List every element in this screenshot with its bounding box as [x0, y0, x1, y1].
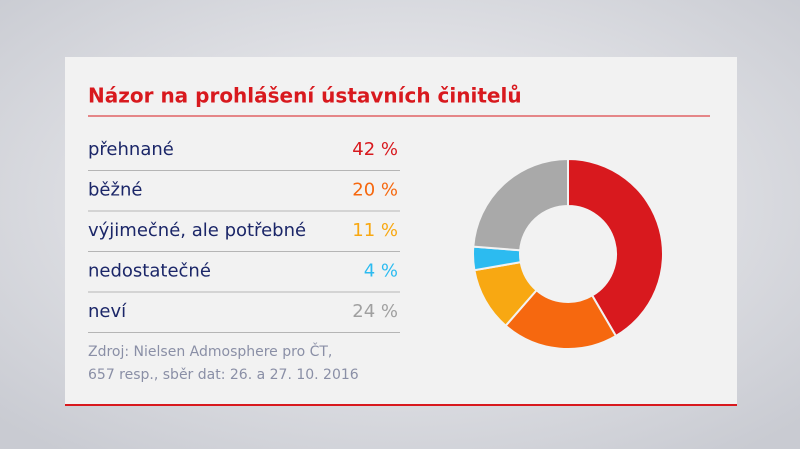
value-label: 20 %: [352, 180, 398, 201]
source: Zdroj: Nielsen Admosphere pro ČT, 657 res…: [88, 342, 359, 383]
category-label: běžné: [88, 180, 142, 201]
value-label: 4 %: [364, 261, 398, 282]
category-label: přehnané: [88, 139, 174, 160]
value-label: 24 %: [352, 301, 398, 322]
value-label: 42 %: [352, 139, 398, 160]
source-line: 657 resp., sběr dat: 26. a 27. 10. 2016: [88, 367, 359, 383]
category-label: nedostatečné: [88, 261, 211, 282]
chart-title: Názor na prohlášení ústavních činitelů: [88, 84, 522, 108]
donut-segment: [472, 157, 569, 252]
donut-segment: [567, 157, 664, 338]
legend-table: přehnané 42 % běžné 20 % výjimečné, ale potř…: [88, 139, 400, 333]
source-line: Zdroj: Nielsen Admosphere pro ČT,: [88, 342, 332, 360]
donut: [472, 157, 664, 350]
category-label: výjimečné, ale potřebné: [88, 220, 306, 241]
category-label: neví: [88, 301, 127, 322]
value-label: 11 %: [352, 220, 398, 241]
